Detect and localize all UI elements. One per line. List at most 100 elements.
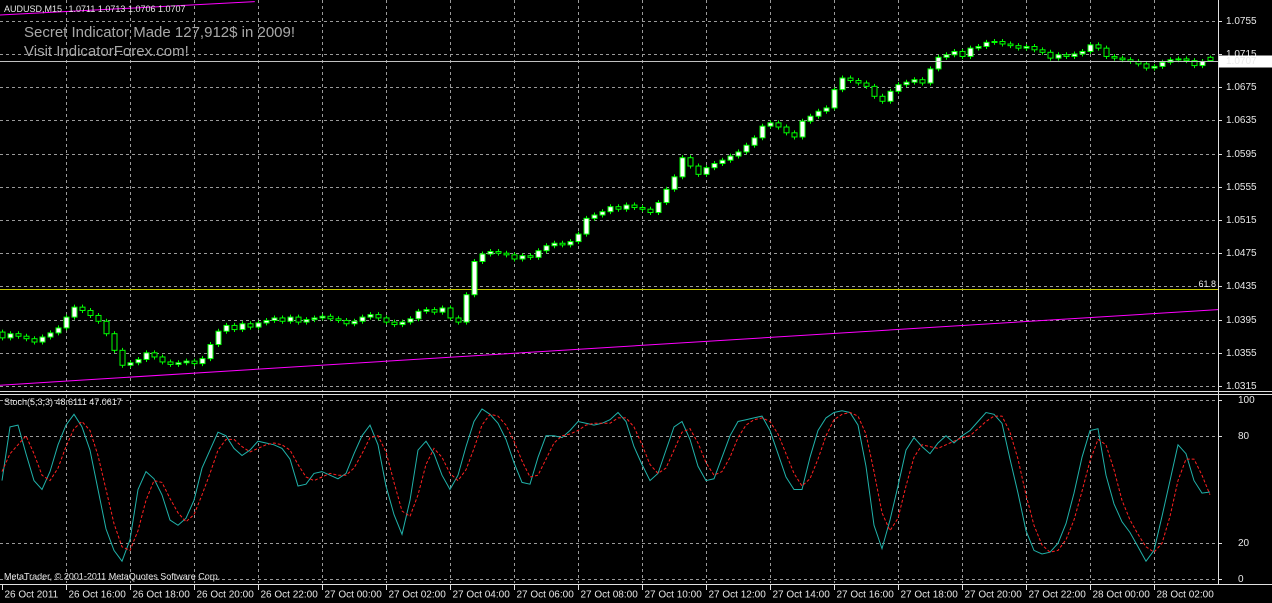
candle-body [471, 260, 478, 296]
candle-body [1191, 60, 1198, 67]
candle-body [959, 50, 966, 57]
candle-body [95, 314, 102, 322]
last-open: 1.0711 [69, 4, 96, 14]
y-tick-label: 80 [1238, 431, 1250, 442]
candle-body [391, 321, 398, 326]
candle-body [751, 137, 758, 146]
y-tick-label: 1.0315 [1226, 381, 1257, 392]
candle-body [759, 125, 766, 139]
candle-body [647, 208, 654, 214]
candle-body [1007, 43, 1014, 47]
candle-body [319, 315, 326, 319]
candle-body [1055, 54, 1062, 59]
candle-body [639, 207, 646, 210]
last-low: 1.0706 [128, 4, 156, 14]
y-tick-label: 1.0715 [1226, 49, 1257, 60]
candle-body [983, 41, 990, 47]
candle-body [799, 120, 806, 138]
candle-body [1031, 45, 1038, 51]
candle-body [479, 253, 486, 262]
y-tick-label: 0 [1238, 574, 1244, 585]
candle-body [1071, 53, 1078, 57]
x-tick-label: 27 Oct 04:00 [453, 590, 511, 601]
watermark: Secret Indicator Made 127,912$ in 2009! [24, 24, 295, 41]
candle-body [375, 314, 382, 319]
candle-body [591, 214, 598, 219]
copyright: MetaTrader, © 2001-2011 MetaQuotes Softw… [4, 571, 220, 581]
candle-body [367, 314, 374, 318]
candle-body [447, 307, 454, 319]
x-tick-label: 27 Oct 12:00 [709, 590, 767, 601]
candle-body [143, 352, 150, 360]
x-tick-label: 27 Oct 22:00 [1029, 590, 1087, 601]
candle-body [247, 323, 254, 328]
x-tick-label: 27 Oct 06:00 [517, 590, 575, 601]
candle-body [1063, 54, 1070, 57]
candle-body [1079, 50, 1086, 55]
candle-body [655, 202, 662, 214]
x-tick-label: 27 Oct 18:00 [901, 590, 959, 601]
candle-body [1103, 47, 1110, 57]
candle-body [1119, 57, 1126, 61]
candle-body [311, 317, 318, 321]
y-tick-label: 1.0555 [1226, 182, 1257, 193]
candle-body [679, 157, 686, 178]
candle-body [151, 352, 158, 358]
candle-body [887, 90, 894, 102]
candle-body [215, 330, 222, 346]
candle-body [1183, 58, 1190, 62]
candle-body [783, 126, 790, 134]
candle-body [1039, 49, 1046, 53]
candle-body [119, 349, 126, 366]
candle-body [703, 167, 710, 175]
candle-body [975, 45, 982, 49]
indicator-name: Stoch(5,3,3) [4, 397, 53, 407]
candle-body [687, 157, 694, 167]
x-tick-label: 27 Oct 16:00 [837, 590, 895, 601]
y-tick-label: 1.0435 [1226, 281, 1257, 292]
candle-body [199, 358, 206, 365]
candle-body [239, 323, 246, 331]
candle-body [935, 56, 942, 70]
y-tick-label: 1.0355 [1226, 348, 1257, 359]
plot [0, 1, 1219, 563]
candle-body [815, 110, 822, 117]
candle-body [455, 317, 462, 323]
watermark: Visit IndicatorForex.com! [24, 43, 189, 60]
indicator-signal: 47.0617 [89, 397, 122, 407]
candle-body [535, 250, 542, 258]
x-tick-label: 27 Oct 20:00 [965, 590, 1023, 601]
candle-body [415, 310, 422, 320]
candle-body [519, 255, 526, 260]
candle-body [103, 320, 110, 335]
candle-body [791, 132, 798, 138]
candle-body [135, 358, 142, 364]
candle-body [879, 95, 886, 102]
candle-body [271, 317, 278, 321]
candle-body [1151, 65, 1158, 69]
candle-body [207, 344, 214, 360]
candle-body [671, 176, 678, 190]
candle-body [511, 254, 518, 260]
candle-body [39, 336, 46, 343]
candle-body [719, 159, 726, 165]
candle-body [287, 316, 294, 322]
price-label-box [1219, 55, 1272, 68]
candle-body [351, 320, 358, 325]
candle-body [807, 115, 814, 122]
candle-body [87, 309, 94, 316]
candle-body [47, 332, 54, 338]
candle-body [967, 47, 974, 57]
candle-body [1199, 60, 1206, 67]
candle-body [895, 84, 902, 92]
candle-body [871, 85, 878, 97]
candle-body [295, 316, 302, 323]
candle-body [631, 204, 638, 209]
indicator-title: Stoch(5,3,3) 48.6111 47.0617 [4, 397, 122, 407]
candle-body [727, 155, 734, 161]
candle-body [71, 306, 78, 318]
x-tick-label: 26 Oct 16:00 [69, 590, 127, 601]
candle-body [495, 251, 502, 254]
y-tick-label: 1.0675 [1226, 82, 1257, 93]
